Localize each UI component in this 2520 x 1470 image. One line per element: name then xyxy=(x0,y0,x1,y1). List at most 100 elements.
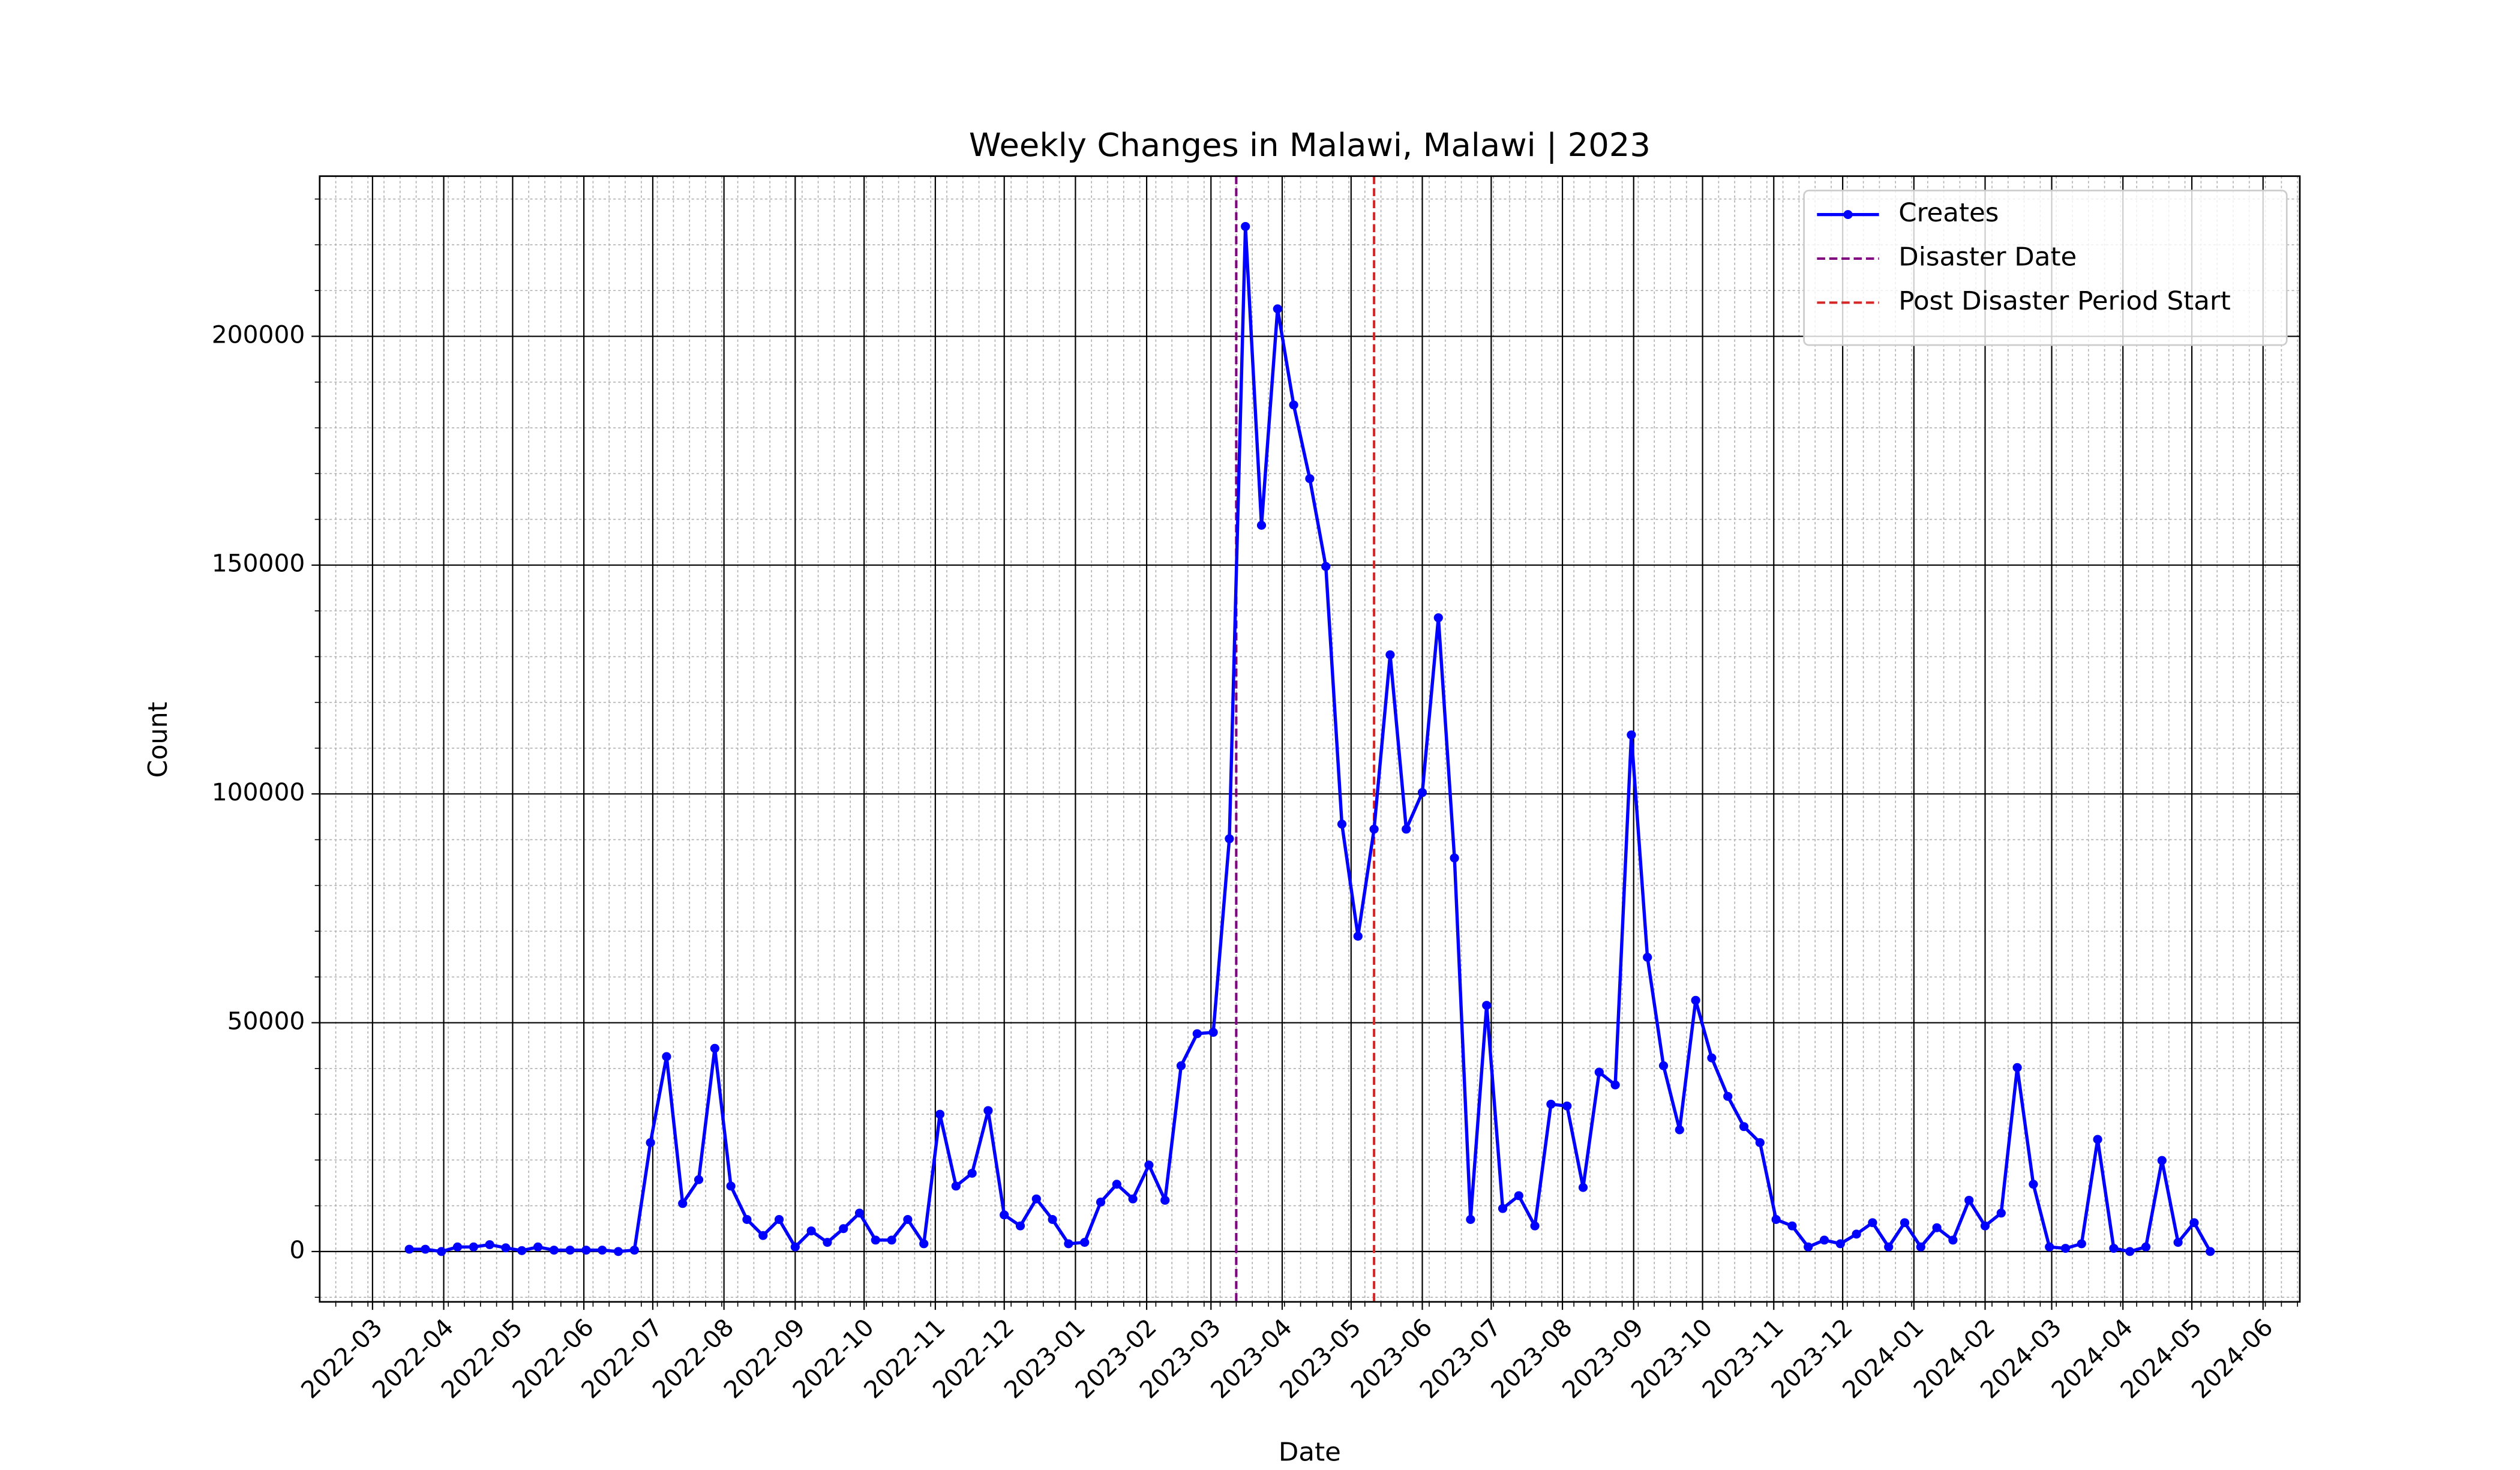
data-point xyxy=(1916,1242,1925,1252)
data-point xyxy=(1192,1029,1202,1039)
data-point xyxy=(1980,1221,1990,1231)
data-point xyxy=(903,1215,913,1224)
data-point xyxy=(967,1168,977,1178)
data-point xyxy=(1337,820,1347,829)
data-point xyxy=(452,1242,463,1252)
data-point xyxy=(469,1242,478,1252)
data-point xyxy=(1691,995,1700,1005)
data-point xyxy=(1932,1223,1942,1232)
data-point xyxy=(854,1208,865,1218)
data-point xyxy=(1739,1122,1749,1132)
data-point xyxy=(1498,1204,1508,1213)
data-point xyxy=(1176,1061,1186,1070)
data-point xyxy=(1015,1221,1025,1231)
data-point xyxy=(565,1246,575,1255)
y-tick-label: 150000 xyxy=(212,549,305,578)
data-point xyxy=(2189,1218,2199,1228)
legend-label: Creates xyxy=(1898,198,1999,228)
data-point xyxy=(726,1181,736,1191)
data-point xyxy=(1048,1215,1057,1224)
data-point xyxy=(1723,1091,1733,1101)
data-point xyxy=(1225,834,1234,844)
data-point xyxy=(790,1242,800,1252)
data-point xyxy=(710,1043,719,1053)
data-point xyxy=(1273,304,1282,314)
y-tick-label: 0 xyxy=(289,1235,305,1264)
data-point xyxy=(983,1106,993,1115)
y-axis-label: Count xyxy=(143,702,173,778)
data-point xyxy=(2109,1244,2119,1253)
data-point xyxy=(1627,730,1636,740)
data-point xyxy=(919,1239,929,1249)
legend-marker xyxy=(1843,210,1853,220)
data-point xyxy=(2125,1247,2135,1256)
data-point xyxy=(501,1243,511,1253)
data-point xyxy=(1610,1080,1620,1090)
data-point xyxy=(1594,1067,1604,1077)
data-point xyxy=(758,1231,768,1240)
data-point xyxy=(549,1246,559,1255)
data-point xyxy=(678,1199,688,1208)
data-point xyxy=(2012,1063,2022,1072)
x-axis-label: Date xyxy=(1279,1438,1341,1468)
data-point xyxy=(1578,1183,1588,1192)
grid xyxy=(319,176,2300,1302)
data-point xyxy=(1755,1138,1765,1147)
data-point xyxy=(404,1244,414,1254)
data-point xyxy=(1546,1099,1556,1109)
data-point xyxy=(1417,788,1427,797)
data-point xyxy=(2173,1238,2183,1247)
data-point xyxy=(1900,1218,1910,1228)
data-point xyxy=(1819,1235,1829,1245)
legend-label: Post Disaster Period Start xyxy=(1898,286,2231,316)
data-point xyxy=(1353,931,1363,941)
data-point xyxy=(1305,474,1315,484)
data-point xyxy=(1031,1194,1041,1204)
data-point xyxy=(742,1215,752,1224)
data-point xyxy=(1289,400,1298,410)
data-point xyxy=(437,1247,446,1256)
data-point xyxy=(1868,1218,1877,1228)
data-point xyxy=(1948,1235,1958,1245)
data-point xyxy=(421,1244,430,1254)
data-point xyxy=(662,1052,671,1061)
data-point xyxy=(694,1175,704,1184)
data-point xyxy=(2206,1247,2215,1256)
data-point xyxy=(1112,1180,1121,1189)
data-point xyxy=(2060,1244,2071,1253)
data-point xyxy=(2029,1180,2038,1189)
data-point xyxy=(1996,1208,2006,1218)
data-point xyxy=(1450,853,1459,863)
data-point xyxy=(1000,1210,1009,1220)
data-point xyxy=(1256,521,1267,530)
data-point xyxy=(1064,1239,1073,1249)
chart-title: Weekly Changes in Malawi, Malawi | 2023 xyxy=(969,127,1651,164)
data-point xyxy=(1771,1215,1781,1224)
data-point xyxy=(1385,650,1395,659)
data-point xyxy=(2157,1156,2167,1165)
y-tick-label: 50000 xyxy=(227,1007,305,1036)
data-point xyxy=(613,1247,623,1256)
data-point xyxy=(533,1242,543,1252)
data-point xyxy=(1433,613,1443,623)
data-point xyxy=(2077,1239,2086,1249)
data-point xyxy=(1804,1242,1813,1252)
data-point xyxy=(1144,1160,1154,1170)
data-point xyxy=(823,1238,832,1247)
data-point xyxy=(1530,1221,1540,1231)
data-point xyxy=(2045,1242,2054,1252)
data-point xyxy=(806,1226,816,1236)
data-point xyxy=(1321,562,1331,571)
data-point xyxy=(517,1246,527,1255)
data-point xyxy=(1787,1221,1797,1231)
data-point xyxy=(774,1215,784,1224)
data-point xyxy=(1241,221,1250,231)
data-point xyxy=(598,1246,607,1255)
data-point xyxy=(951,1181,961,1191)
data-point xyxy=(2093,1135,2102,1144)
data-point xyxy=(646,1138,655,1147)
data-point xyxy=(629,1246,639,1255)
data-point xyxy=(935,1109,945,1119)
data-point xyxy=(1643,952,1652,962)
